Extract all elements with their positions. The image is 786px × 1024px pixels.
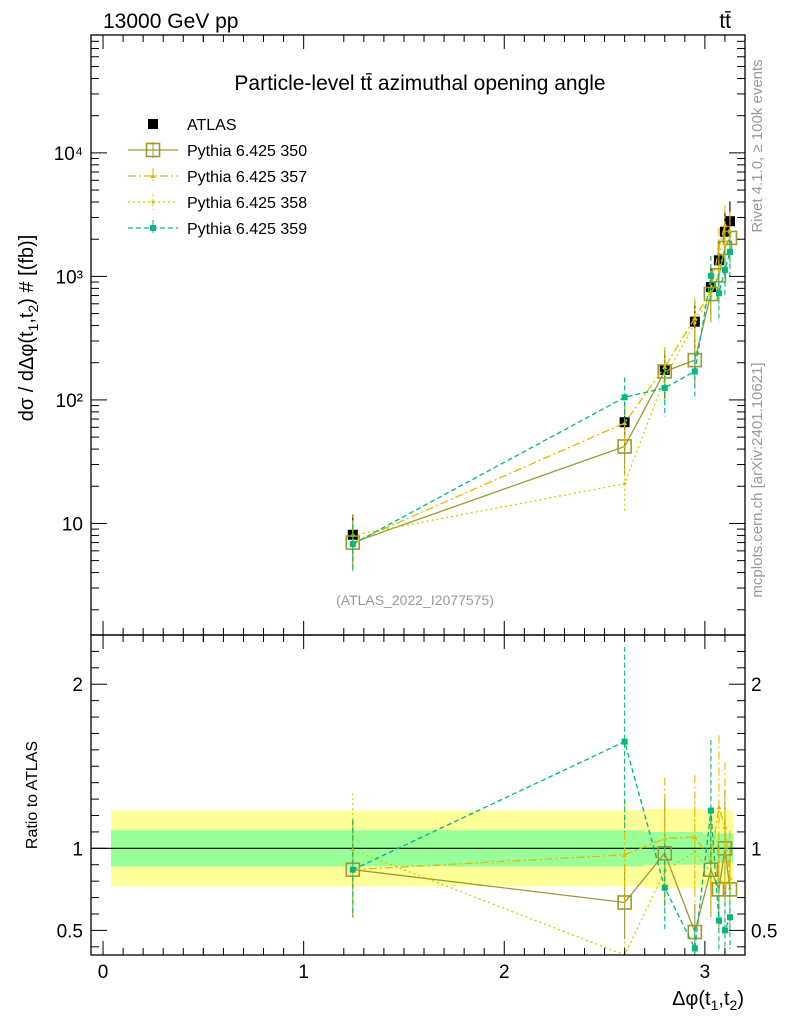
x-tick-label: 2 bbox=[499, 962, 510, 983]
series-4-ratio-point bbox=[715, 917, 722, 924]
series-2-ratio-line bbox=[352, 807, 731, 878]
x-tick-label: 3 bbox=[700, 962, 711, 983]
series-3-ratio-line bbox=[352, 849, 731, 956]
x-tick-label: 1 bbox=[298, 962, 309, 983]
analysis-id: (ATLAS_2022_I2077575) bbox=[336, 592, 494, 608]
ticks-layer: 0 1 2 3 10 10² 10³ 10⁴ 0.5 0.5 1 1 2 2 bbox=[54, 34, 777, 983]
series-4-ratio-point bbox=[349, 866, 356, 873]
series-4-ratio-point bbox=[691, 945, 698, 952]
ratio-series-layer bbox=[345, 646, 738, 956]
series-3-ratio-point bbox=[351, 848, 355, 852]
series-4-ratio-point bbox=[721, 927, 728, 934]
ratio-panel-frame bbox=[90, 634, 746, 956]
series-4-main-point bbox=[349, 541, 356, 548]
legend-marker-4 bbox=[150, 225, 156, 231]
main-y-label-part3: ) # [(fb)] bbox=[16, 235, 38, 305]
series-2-main-line bbox=[352, 223, 731, 544]
ratio-y-tick-label-left: 2 bbox=[72, 675, 83, 696]
x-label-part1: Δφ(t bbox=[672, 988, 711, 1010]
energy-label: 13000 GeV pp bbox=[103, 10, 238, 33]
legend-marker-2 bbox=[150, 173, 156, 178]
series-4-main-point bbox=[715, 290, 722, 297]
series-2-ratio-point bbox=[716, 804, 722, 810]
series-2-main-point bbox=[622, 420, 628, 426]
series-4-main-point bbox=[721, 266, 728, 273]
series-4-main-point bbox=[621, 394, 628, 401]
series-4-ratio-point bbox=[707, 807, 714, 814]
legend-label-0: ATLAS bbox=[187, 117, 237, 134]
series-3-ratio-point bbox=[723, 882, 727, 887]
main-y-tick-label: 10³ bbox=[56, 267, 83, 288]
x-axis-label: Δφ(t1,t2) bbox=[672, 988, 744, 1013]
legend-label-4: Pythia 6.425 359 bbox=[187, 221, 307, 238]
series-2-ratio-point bbox=[622, 852, 628, 857]
series-3-main-point bbox=[623, 482, 627, 486]
ratio-y-tick-label-right: 2 bbox=[751, 675, 762, 696]
series-4-ratio-point bbox=[661, 884, 668, 891]
series-2-main-point bbox=[692, 315, 698, 321]
series-2-main-point bbox=[716, 245, 722, 250]
series-4-ratio-point bbox=[726, 914, 733, 921]
x-tick-label: 0 bbox=[98, 962, 109, 983]
ratio-y-axis-label: Ratio to ATLAS bbox=[24, 741, 41, 849]
legend-marker-1 bbox=[145, 142, 161, 158]
main-y-tick-label: 10² bbox=[56, 391, 83, 412]
series-3-main-point bbox=[709, 293, 713, 298]
main-y-axis-label: dσ / dΔφ(t1,t2) # [(fb)] bbox=[16, 235, 41, 422]
main-y-tick-label: 10 bbox=[62, 514, 83, 535]
series-1-main-line bbox=[352, 237, 731, 544]
ratio-y-tick-label-left: 0.5 bbox=[57, 921, 83, 942]
chart-title: Particle-level tt̄ azimuthal opening ang… bbox=[234, 72, 605, 95]
series-3-ratio-point bbox=[709, 871, 713, 875]
rivet-label: Rivet 4.1.0, ≥ 100k events bbox=[749, 59, 766, 232]
series-3-ratio-point bbox=[728, 887, 732, 891]
main-y-label-part2: ,t bbox=[16, 312, 38, 324]
series-3-main-point bbox=[717, 269, 721, 273]
main-y-label-sub2: 2 bbox=[25, 305, 41, 313]
series-3-ratio-point bbox=[693, 850, 697, 854]
series-4-main-point bbox=[661, 384, 668, 391]
x-label-sub1: 1 bbox=[711, 997, 719, 1013]
main-y-label-part1: dσ / dΔφ(t bbox=[16, 331, 38, 421]
series-3-main-line bbox=[352, 236, 731, 537]
legend-label-2: Pythia 6.425 357 bbox=[187, 169, 307, 186]
series-3-main-point bbox=[693, 321, 697, 325]
series-4-main-line bbox=[352, 251, 731, 545]
series-2-ratio-point bbox=[722, 824, 728, 829]
main-y-label-sub1: 1 bbox=[25, 323, 41, 331]
legend-marker-0 bbox=[148, 119, 158, 129]
mcplots-label: mcplots.cern.ch [arXiv:2401.10621] bbox=[749, 362, 766, 597]
process-label: tt̄ bbox=[719, 10, 731, 33]
x-label-sub2: 2 bbox=[730, 997, 738, 1013]
ratio-y-tick-label-left: 1 bbox=[72, 839, 83, 860]
series-2-main-point bbox=[727, 229, 733, 234]
x-label-part3: ) bbox=[737, 988, 744, 1010]
series-4-main-point bbox=[691, 368, 698, 375]
series-4-main-point bbox=[726, 248, 733, 255]
main-series-layer bbox=[345, 201, 738, 573]
series-3-ratio-point bbox=[717, 877, 721, 882]
x-label-part2: ,t bbox=[718, 988, 730, 1010]
legend-label-3: Pythia 6.425 358 bbox=[187, 195, 307, 212]
series-2-main-point bbox=[662, 364, 668, 369]
series-2-main-point bbox=[722, 222, 728, 228]
legend-marker-3 bbox=[151, 200, 155, 204]
legend-label-1: Pythia 6.425 350 bbox=[187, 143, 307, 160]
series-3-main-point bbox=[723, 243, 727, 247]
ratio-y-tick-label-right: 1 bbox=[751, 839, 762, 860]
series-4-ratio-point bbox=[621, 738, 628, 745]
series-4-main-point bbox=[707, 272, 714, 279]
legend: ATLAS Pythia 6.425 350 Pythia 6.425 357 Pyt… bbox=[128, 117, 307, 238]
ratio-y-tick-label-right: 0.5 bbox=[751, 921, 777, 942]
main-y-tick-label: 10⁴ bbox=[54, 144, 83, 165]
